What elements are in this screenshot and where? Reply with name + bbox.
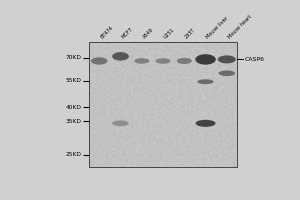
Text: 35KD: 35KD: [66, 119, 82, 124]
Ellipse shape: [112, 120, 129, 126]
Ellipse shape: [196, 120, 216, 127]
Text: U251: U251: [163, 28, 176, 40]
Text: CASP6: CASP6: [244, 57, 264, 62]
Ellipse shape: [177, 58, 192, 64]
Text: 40KD: 40KD: [66, 105, 82, 110]
Ellipse shape: [134, 58, 149, 64]
Text: Mouse liver: Mouse liver: [206, 16, 230, 40]
Text: MCF7: MCF7: [121, 27, 134, 40]
Text: Mouse heart: Mouse heart: [227, 15, 253, 40]
Text: 70KD: 70KD: [66, 55, 82, 60]
Text: 55KD: 55KD: [66, 78, 82, 83]
Text: BT474: BT474: [99, 25, 114, 40]
Ellipse shape: [218, 71, 235, 76]
Ellipse shape: [91, 57, 108, 65]
Ellipse shape: [218, 55, 236, 63]
Ellipse shape: [112, 52, 129, 61]
Text: 25KD: 25KD: [66, 152, 82, 157]
Text: A549: A549: [142, 28, 155, 40]
Ellipse shape: [195, 54, 216, 65]
Ellipse shape: [197, 79, 214, 84]
Text: 293T: 293T: [184, 28, 197, 40]
Ellipse shape: [155, 58, 171, 64]
